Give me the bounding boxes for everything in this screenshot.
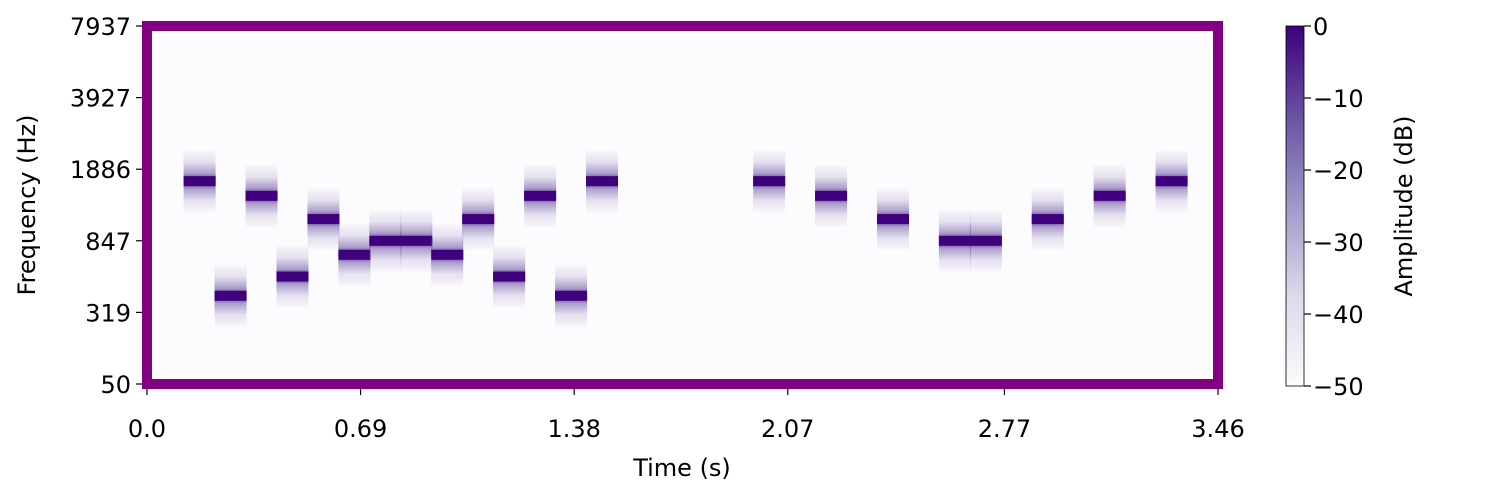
note-mark	[276, 244, 309, 309]
y-tick-label: 3927	[70, 85, 131, 113]
x-tick-label: 2.07	[761, 415, 814, 443]
x-axis-label: Time (s)	[632, 454, 731, 482]
colorbar-tick-label: −10	[1313, 85, 1364, 113]
note-mark	[493, 244, 526, 309]
y-tick-label: 847	[85, 228, 131, 256]
x-tick-label: 3.46	[1191, 415, 1244, 443]
note-mark	[815, 163, 848, 228]
note-mark	[1155, 149, 1188, 214]
colorbar-label: Amplitude (dB)	[1390, 115, 1418, 296]
note-marks	[183, 149, 1188, 328]
x-tick-label: 0.69	[334, 415, 387, 443]
x-tick-label: 1.38	[547, 415, 600, 443]
note-mark	[586, 149, 619, 214]
plot-frame	[142, 21, 1223, 389]
note-mark	[555, 263, 588, 328]
note-mark	[524, 163, 557, 228]
note-mark	[183, 149, 216, 214]
y-axis: 50 319 847 1886 3927 7937	[70, 13, 142, 399]
y-tick-label: 7937	[70, 13, 131, 41]
note-mark	[462, 187, 495, 252]
note-mark	[969, 208, 1002, 273]
x-tick-label: 2.77	[978, 415, 1031, 443]
colorbar-tick-label: −50	[1313, 373, 1364, 401]
note-mark	[307, 187, 340, 252]
note-mark	[1031, 187, 1064, 252]
y-tick-label: 50	[100, 371, 131, 399]
y-tick-label: 1886	[70, 156, 131, 184]
note-mark	[753, 149, 786, 214]
colorbar-tick-label: −20	[1313, 157, 1364, 185]
note-mark	[214, 263, 247, 328]
colorbar-tick-label: −30	[1313, 229, 1364, 257]
colorbar-tick-label: −40	[1313, 301, 1364, 329]
colorbar-axis: 0 −10 −20 −30 −40 −50	[1304, 13, 1364, 401]
note-mark	[369, 208, 402, 273]
y-tick-label: 319	[85, 299, 131, 327]
note-mark	[245, 163, 278, 228]
note-mark	[431, 222, 464, 287]
colorbar-tick-label: 0	[1313, 13, 1328, 41]
note-mark	[876, 187, 909, 252]
x-tick-label: 0.0	[128, 415, 166, 443]
colorbar	[1285, 25, 1305, 387]
note-mark	[400, 208, 433, 273]
y-axis-label: Frequency (Hz)	[13, 115, 41, 296]
note-mark	[938, 208, 971, 273]
x-axis: 0.0 0.69 1.38 2.07 2.77 3.46	[128, 389, 1245, 443]
note-mark	[338, 222, 371, 287]
note-mark	[1093, 163, 1126, 228]
